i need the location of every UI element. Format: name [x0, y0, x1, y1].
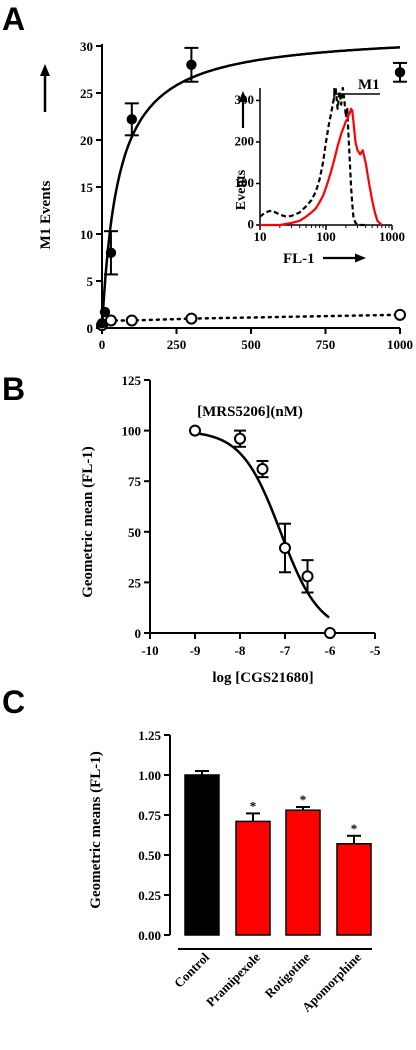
chart-a-y-tick-label: 20	[80, 133, 93, 148]
chart-c-y-tick-label: 1.25	[138, 728, 161, 743]
inset-treated-histogram	[260, 107, 383, 227]
inset-y-arrow	[238, 91, 248, 128]
chart-a-y-tick-label: 5	[87, 274, 94, 289]
chart-a-inset: 0100200300101001000 Events FL-1 M1	[234, 77, 405, 267]
chart-c-significance-mark: *	[250, 798, 257, 813]
chart-b-point	[324, 627, 336, 639]
inset-y-tick-label: 0	[248, 217, 255, 232]
chart-c: 0.00 0.25 0.50 0.75 1.00 1.25 Control * Pramipe…	[88, 728, 372, 1015]
chart-c-bar-rotigotine	[285, 809, 321, 936]
chart-b-axes: 0 25 50 75 100 125 -10 -9 -8 -7 -6 -5	[122, 373, 381, 658]
chart-c-significance-mark: *	[300, 792, 307, 807]
chart-a-marks	[96, 46, 407, 332]
chart-c-bar-apomorphine	[336, 843, 372, 936]
chart-a-series-1-point	[126, 114, 137, 125]
chart-c-y-tick-label: 0.50	[138, 848, 161, 863]
chart-b-y-tick-label: 0	[135, 626, 142, 641]
chart-a-y-tick-label: 15	[80, 180, 94, 195]
chart-b-point	[256, 463, 269, 476]
chart-c-category-label: Control	[171, 949, 212, 990]
inset-x-arrow	[323, 253, 366, 263]
chart-b-x-tick-label: -10	[141, 643, 158, 658]
chart-c-bar-pramipexole	[235, 820, 271, 936]
chart-c-y-tick-label: 0.25	[138, 888, 161, 903]
chart-b-x-tick-label: -8	[235, 643, 246, 658]
chart-c-bar-control	[184, 774, 220, 936]
chart-c-category-label: Pramipexole	[203, 949, 263, 1009]
chart-c-significance-mark: *	[351, 821, 358, 836]
chart-b-point	[301, 570, 314, 583]
chart-a-x-tick-label: 1000	[387, 337, 413, 352]
chart-b-y-tick-label: 25	[128, 575, 142, 590]
chart-a-y-label: M1 Events	[38, 180, 54, 249]
chart-a-series-2-point	[125, 314, 138, 327]
inset-x-tick-label: 100	[316, 229, 336, 244]
inset-x-label: FL-1	[283, 251, 315, 267]
chart-a-series-1-fit-line	[100, 46, 401, 329]
chart-a-x-tick-label: 250	[167, 337, 187, 352]
inset-gate-label: M1	[358, 77, 380, 93]
chart-b-marks	[189, 424, 336, 639]
chart-b-x-tick-label: -5	[370, 643, 381, 658]
panel-c-label: C	[2, 684, 25, 720]
chart-a-x-tick-label: 0	[99, 337, 106, 352]
chart-b-point	[234, 432, 246, 445]
chart-b-x-tick-label: -9	[190, 643, 201, 658]
chart-a-series-1-point	[105, 247, 117, 258]
chart-a-y-tick-label: 25	[80, 86, 94, 101]
chart-a-series-2-point	[104, 314, 117, 327]
inset-x-tick-label: 10	[254, 229, 267, 244]
panel-a-label: A	[2, 1, 25, 37]
inset-gate-m1: M1	[333, 77, 380, 100]
chart-a-series-1-point	[99, 306, 111, 318]
chart-c-y-tick-label: 0.75	[138, 808, 161, 823]
chart-c-category-label: Rotigotine	[262, 949, 314, 1001]
chart-a-x-label: [MRS5206](nM)	[197, 404, 303, 420]
chart-b-y-tick-label: 50	[128, 525, 141, 540]
panel-b-label: B	[2, 371, 25, 407]
chart-c-axes: 0.00 0.25 0.50 0.75 1.00 1.25	[138, 728, 372, 950]
inset-marks	[259, 86, 383, 227]
inset-y-tick-label: 100	[235, 175, 255, 190]
chart-a-series-2-line	[100, 313, 402, 327]
inset-axes: 0100200300101001000	[235, 88, 405, 244]
chart-a-series-1-point	[186, 59, 197, 70]
chart-c-y-tick-label: 1.00	[138, 768, 161, 783]
chart-b-x-tick-label: -6	[325, 643, 336, 658]
inset-y-label: Events	[234, 169, 249, 210]
chart-b-y-label: Geometric mean (FL-1)	[80, 446, 96, 598]
chart-a-y-tick-label: 0	[87, 321, 94, 336]
chart-b: 0 25 50 75 100 125 -10 -9 -8 -7 -6 -5 Geometric mea…	[80, 373, 381, 686]
chart-a-x-tick-label: 750	[316, 337, 336, 352]
chart-a-series-2-point	[394, 308, 406, 321]
inset-x-tick-label: 1000	[379, 229, 405, 244]
chart-b-y-tick-label: 75	[128, 474, 142, 489]
chart-a-y-tick-label: 30	[80, 39, 93, 54]
chart-a-series-2-point	[185, 312, 198, 325]
inset-control-histogram	[259, 86, 366, 227]
chart-a-y-tick-label: 10	[80, 227, 93, 242]
chart-b-y-tick-label: 100	[122, 424, 142, 439]
chart-a-y-arrow	[40, 64, 50, 112]
chart-a-series-1-point	[394, 67, 406, 78]
chart-a-x-tick-label: 500	[241, 337, 261, 352]
chart-c-y-label: Geometric means (FL-1)	[88, 751, 104, 908]
chart-a-series-1-point	[96, 318, 108, 329]
chart-b-point	[189, 424, 201, 437]
chart-b-x-label: log [CGS21680]	[212, 670, 313, 686]
chart-c-y-tick-label: 0.00	[138, 928, 161, 943]
chart-b-point	[279, 541, 291, 554]
chart-b-x-tick-label: -7	[280, 643, 291, 658]
inset-y-tick-label: 200	[235, 133, 255, 148]
chart-b-y-tick-label: 125	[122, 373, 142, 388]
chart-c-marks: Control*Pramipexole*Rotigotine*Apomorphi…	[171, 770, 372, 1015]
